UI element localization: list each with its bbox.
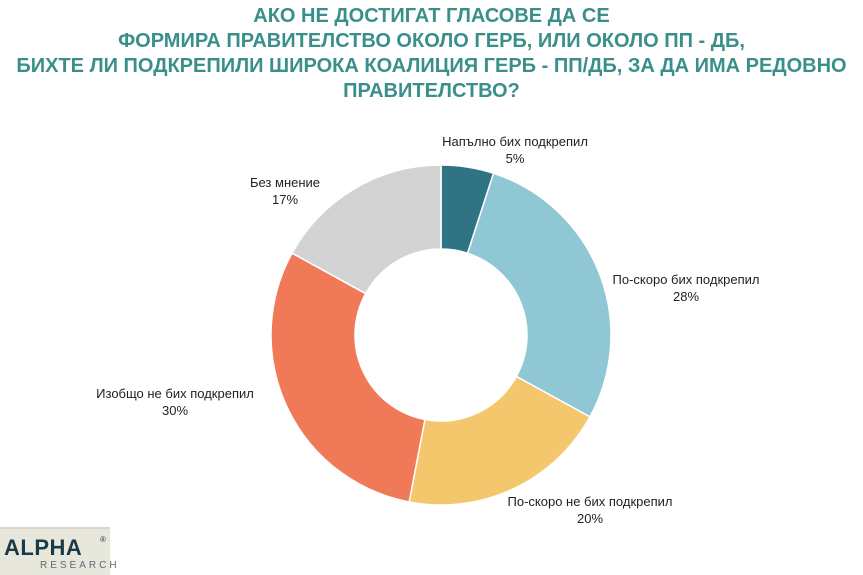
title-line-4: ПРАВИТЕЛСТВО? xyxy=(343,80,520,102)
slice-label-3: По-скоро не бих подкрепил xyxy=(508,494,673,509)
donut-slice-5 xyxy=(291,164,442,295)
donut-slice-3 xyxy=(408,375,591,506)
slice-value-2: 28% xyxy=(673,289,699,304)
donut-slice-4 xyxy=(270,252,426,503)
title-line-1: АКО НЕ ДОСТИГАТ ГЛАСОВЕ ДА СЕ xyxy=(253,5,610,27)
donut-slice-2 xyxy=(466,172,612,418)
slice-label-5: Без мнение xyxy=(250,175,320,190)
donut-slices xyxy=(270,164,612,506)
slice-value-5: 17% xyxy=(272,192,298,207)
slice-value-3: 20% xyxy=(577,511,603,526)
logo-sub-text: RESEARCH xyxy=(40,560,120,571)
slice-label-1: Напълно бих подкрепил xyxy=(442,134,588,149)
slice-value-4: 30% xyxy=(162,403,188,418)
title-line-3: БИХТЕ ЛИ ПОДКРЕПИЛИ ШИРОКА КОАЛИЦИЯ ГЕРБ… xyxy=(16,55,847,77)
slice-label-2: По-скоро бих подкрепил xyxy=(613,272,760,287)
alpha-research-logo: ALPHA ® RESEARCH xyxy=(0,527,117,575)
chart-title: АКО НЕ ДОСТИГАТ ГЛАСОВЕ ДА СЕ ФОРМИРА ПР… xyxy=(0,4,863,104)
slice-value-1: 5% xyxy=(506,151,525,166)
title-line-2: ФОРМИРА ПРАВИТЕЛСТВО ОКОЛО ГЕРБ, ИЛИ ОКО… xyxy=(118,30,745,52)
logo-registered-mark: ® xyxy=(100,535,106,544)
logo-brand-text: ALPHA xyxy=(4,535,83,560)
slice-labels: Напълно бих подкрепил 5% По-скоро бих подк… xyxy=(96,134,759,526)
slice-label-4: Изобщо не бих подкрепил xyxy=(96,386,254,401)
